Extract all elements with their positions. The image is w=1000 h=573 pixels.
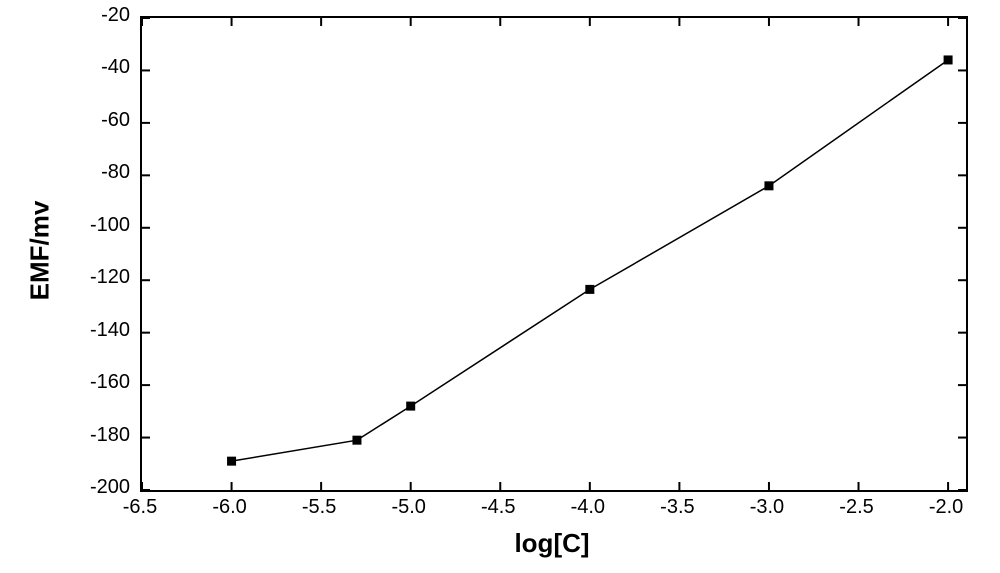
y-tick-label: -200 [90,476,130,499]
series-line [232,60,949,461]
y-axis-label: EMF/mv [25,171,56,331]
data-marker [407,402,415,410]
x-tick-label: -5.5 [295,496,343,519]
plot-svg [142,18,966,490]
x-tick-label: -6.5 [116,496,164,519]
figure: -6.5 -6.0 -5.5 -5.0 -4.5 -4.0 -3.5 -3.0 -2.5 -2.0… [0,0,1000,573]
data-marker [586,285,594,293]
y-tick-label: -120 [90,266,130,289]
x-tick-label: -3.5 [653,496,701,519]
data-marker [228,457,236,465]
x-tick-label: -2.5 [833,496,881,519]
data-marker [765,182,773,190]
x-tick-label: -4.0 [564,496,612,519]
x-tick-label: -4.5 [474,496,522,519]
data-marker [353,436,361,444]
x-axis-label: log[C] [502,528,602,559]
y-tick-label: -20 [101,4,130,27]
y-tick-label: -80 [101,161,130,184]
y-tick-label: -100 [90,214,130,237]
plot-area [140,16,968,492]
y-tick-label: -40 [101,56,130,79]
y-tick-label: -180 [90,424,130,447]
y-tick-label: -60 [101,109,130,132]
y-tick-label: -160 [90,371,130,394]
x-tick-label: -3.0 [743,496,791,519]
x-tick-label: -6.0 [206,496,254,519]
x-tick-label: -2.0 [922,496,970,519]
y-tick-label: -140 [90,319,130,342]
x-tick-label: -5.0 [385,496,433,519]
data-marker [944,56,952,64]
